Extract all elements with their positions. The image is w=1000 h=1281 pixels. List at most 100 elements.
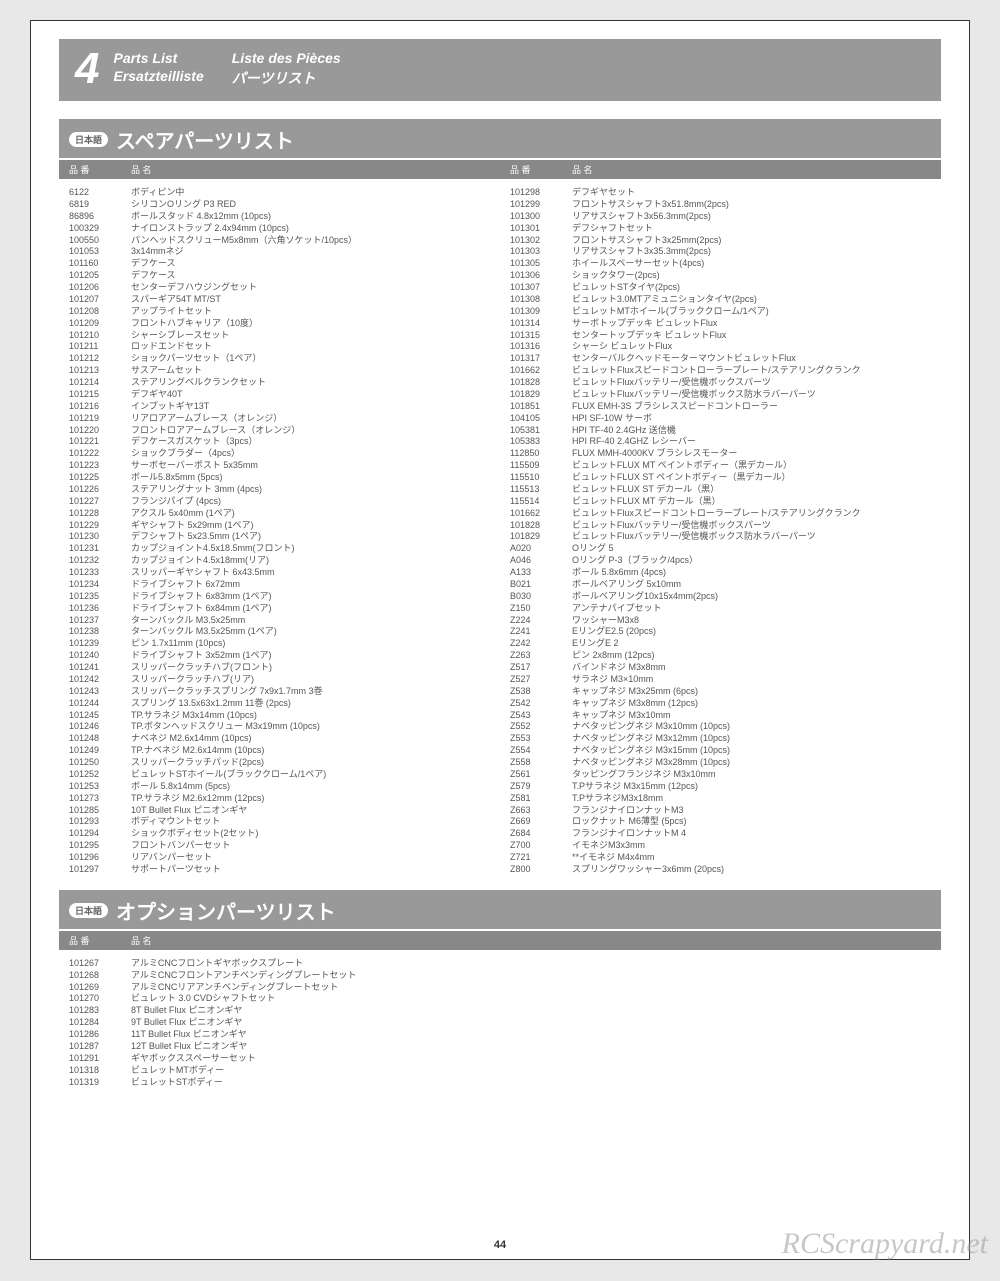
part-name: FLUX MMH-4000KV ブラシレスモーター [572,448,941,460]
part-number: 101303 [510,246,572,258]
part-number: A046 [510,555,572,567]
part-number: Z538 [510,686,572,698]
part-name: ボディピン中 [131,187,500,199]
part-name: シリコンOリング P3 RED [131,199,500,211]
part-row: Z242EリングE 2 [510,638,941,650]
part-number: 101295 [69,840,131,852]
col-head-name: 品 名 [131,163,500,176]
part-number: 104105 [510,413,572,425]
section-number: 4 [75,47,99,91]
part-row: 101319ビュレットSTボディー [69,1077,941,1089]
part-name: リアサスシャフト3x35.3mm(2pcs) [572,246,941,258]
part-number: 101160 [69,258,131,270]
spare-column-heads: 品 番 品 名 品 番 品 名 [59,160,941,179]
title-fr: Liste des Pièces [232,50,341,66]
part-row: 101160デフケース [69,258,500,270]
part-name: バインドネジ M3x8mm [572,662,941,674]
part-number: 101308 [510,294,572,306]
lang-pill: 日本語 [69,903,108,918]
part-number: 101245 [69,710,131,722]
part-number: Z150 [510,603,572,615]
part-name: フランジパイプ (4pcs) [131,496,500,508]
part-number: Z561 [510,769,572,781]
part-row: 101296リアバンパーセット [69,852,500,864]
part-number: 101222 [69,448,131,460]
col-head-num: 品 番 [69,163,131,176]
part-name: パンヘッドスクリューM5x8mm（六角ソケット/10pcs） [131,235,500,247]
part-row: B021ボールベアリング 5x10mm [510,579,941,591]
part-row: 1012849T Bullet Flux ピニオンギヤ [69,1017,941,1029]
part-row: 86896ボールスタッド 4.8x12mm (10pcs) [69,211,500,223]
part-number: 101229 [69,520,131,532]
part-row: B030ボールベアリング10x15x4mm(2pcs) [510,591,941,603]
part-row: 101250スリッパークラッチパッド(2pcs) [69,757,500,769]
part-row: 101223サーボセーバーポスト 5x35mm [69,460,500,472]
part-row: 101308ビュレット3.0MTアミュニションタイヤ(2pcs) [510,294,941,306]
part-name: ギヤシャフト 5x29mm (1ペア) [131,520,500,532]
part-name: 11T Bullet Flux ピニオンギヤ [131,1029,941,1041]
part-number: 101296 [69,852,131,864]
part-name: ボール 5.8x6mm (4pcs) [572,567,941,579]
part-row: Z684フランジナイロンナットM 4 [510,828,941,840]
part-number: 115509 [510,460,572,472]
part-row: 101248ナベネジ M2.6x14mm (10pcs) [69,733,500,745]
part-number: 6819 [69,199,131,211]
part-name: デフケース [131,258,500,270]
part-row: 101297サポートパーツセット [69,864,500,876]
part-number: 101300 [510,211,572,223]
part-number: 101243 [69,686,131,698]
part-number: 101828 [510,520,572,532]
part-row: 101318ビュレットMTボディー [69,1065,941,1077]
part-number: 101314 [510,318,572,330]
part-name: ナベタッピングネジ M3x28mm (10pcs) [572,757,941,769]
part-number: B030 [510,591,572,603]
part-name: ドライブシャフト 6x84mm (1ペア) [131,603,500,615]
part-name: ナベタッピングネジ M3x10mm (10pcs) [572,721,941,733]
part-row: 101205デフケース [69,270,500,282]
part-name: ビュレットFluxスピードコントローラープレート/ステアリングクランク [572,508,941,520]
part-number: 101210 [69,330,131,342]
part-row: 101234ドライブシャフト 6x72mm [69,579,500,591]
part-row: A020Oリング 5 [510,543,941,555]
part-name: シャーシブレースセット [131,330,500,342]
part-row: Z669ロックナット M6薄型 (5pcs) [510,816,941,828]
part-number: 115513 [510,484,572,496]
part-row: 101307ビュレットSTタイヤ(2pcs) [510,282,941,294]
part-number: 101242 [69,674,131,686]
part-row: 101227フランジパイプ (4pcs) [69,496,500,508]
part-row: 101230デフシャフト 5x23.5mm (1ペア) [69,531,500,543]
part-row: 101219リアロアアームブレース（オレンジ） [69,413,500,425]
part-row: 100550パンヘッドスクリューM5x8mm（六角ソケット/10pcs） [69,235,500,247]
part-name: ビュレットFLUX MT ペイントボディー（黒デカール） [572,460,941,472]
part-number: 101207 [69,294,131,306]
part-number: 101318 [69,1065,131,1077]
part-number: 101305 [510,258,572,270]
part-name: ステアリングナット 3mm (4pcs) [131,484,500,496]
part-name: スプリング 13.5x63x1.2mm 11巻 (2pcs) [131,698,500,710]
part-row: 101215デフギヤ40T [69,389,500,401]
part-row: 115510ビュレットFLUX ST ペイントボディー（黒デカール） [510,472,941,484]
part-number: 101828 [510,377,572,389]
part-number: 101233 [69,567,131,579]
part-name: フランジナイロンナットM3 [572,805,941,817]
part-row: 101206センターデフハウジングセット [69,282,500,294]
part-row: 101316シャーシ ビュレットFlux [510,341,941,353]
part-row: 101294ショックボディセット(2セット) [69,828,500,840]
part-name: ビュレットFluxスピードコントローラープレート/ステアリングクランク [572,365,941,377]
part-name: 8T Bullet Flux ピニオンギヤ [131,1005,941,1017]
section-titles: Parts List Liste des Pièces Ersatzteilli… [113,50,340,88]
part-number: 101283 [69,1005,131,1017]
part-number: 101317 [510,353,572,365]
part-row: 101213サスアームセット [69,365,500,377]
part-number: 101228 [69,508,131,520]
part-name: ターンバックル M3.5x25mm [131,615,500,627]
part-name: センターデフハウジングセット [131,282,500,294]
part-row: 101208アップライトセット [69,306,500,318]
part-number: 101225 [69,472,131,484]
part-name: スリッパークラッチハブ(フロント) [131,662,500,674]
part-number: Z581 [510,793,572,805]
part-row: 101662ビュレットFluxスピードコントローラープレート/ステアリングクラン… [510,508,941,520]
part-name: フロントサスシャフト3x51.8mm(2pcs) [572,199,941,211]
part-name: スリッパークラッチパッド(2pcs) [131,757,500,769]
part-name: ターンバックル M3.5x25mm (1ペア) [131,626,500,638]
